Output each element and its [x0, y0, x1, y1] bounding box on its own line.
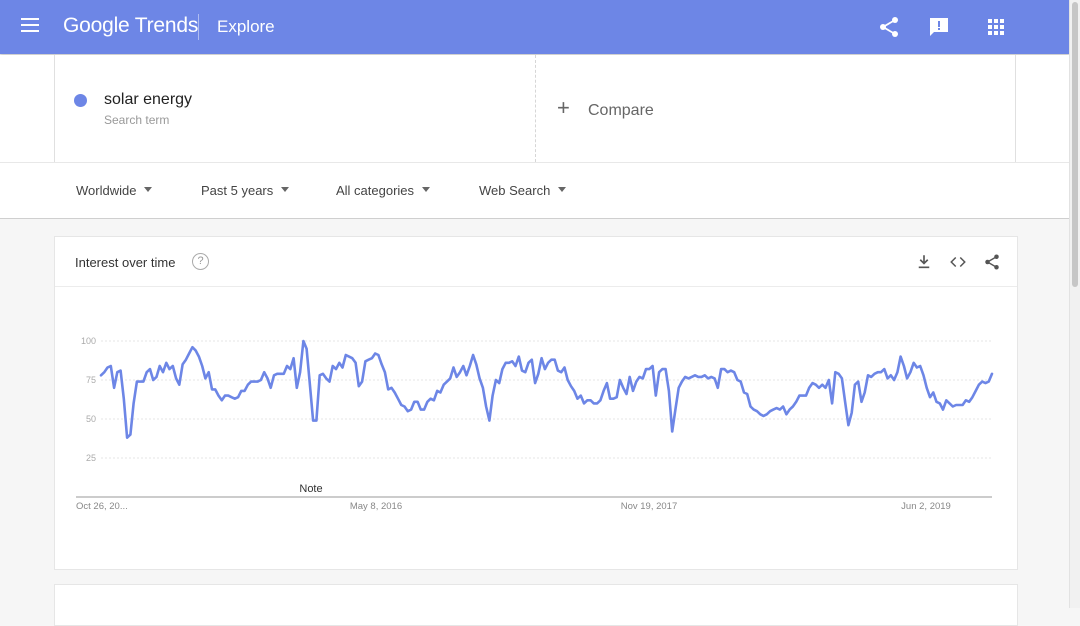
property-label: Web Search [479, 183, 551, 198]
scrollbar-thumb[interactable] [1072, 2, 1078, 287]
page-title: Explore [217, 17, 275, 36]
y-tick-label: 75 [86, 375, 96, 385]
app-logo[interactable]: Google Trends [63, 14, 199, 37]
term-color-dot [74, 94, 87, 107]
compare-label: Compare [588, 102, 654, 119]
search-terms-row: solar energy Search term + Compare [0, 55, 1070, 162]
menu-icon[interactable] [21, 18, 39, 36]
period-label: Past 5 years [201, 183, 274, 198]
chevron-down-icon [281, 187, 290, 193]
search-term-name[interactable]: solar energy [104, 91, 193, 108]
interest-line-chart[interactable]: 25 50 75 100 Oct 26, 20... May 8, 2016 Nov 19,… [55, 237, 1017, 569]
interest-by-region-card [54, 584, 1018, 626]
region-dropdown[interactable]: Worldwide [76, 183, 153, 198]
filter-bar: Worldwide Past 5 years All categories We… [0, 162, 1070, 219]
chart-note-label[interactable]: Note [299, 483, 322, 495]
page-scrollbar[interactable] [1069, 0, 1080, 608]
chevron-down-icon [144, 187, 153, 193]
y-tick-label: 25 [86, 453, 96, 463]
header-divider [198, 14, 199, 40]
apps-icon[interactable] [984, 15, 1008, 39]
category-label: All categories [336, 183, 415, 198]
property-dropdown[interactable]: Web Search [479, 183, 567, 198]
x-tick-label: Jun 2, 2019 [901, 501, 951, 512]
help-icon[interactable]: ? [192, 253, 209, 270]
x-tick-label: Oct 26, 20... [76, 501, 128, 512]
share-icon[interactable] [877, 15, 901, 39]
search-term-type: Search term [104, 113, 170, 127]
search-term-card[interactable]: solar energy Search term [54, 55, 536, 162]
feedback-icon[interactable] [927, 15, 951, 39]
card-title: Interest over time [75, 255, 176, 270]
interest-over-time-card: Interest over time ? 25 50 75 100 Oct 26, 20… [54, 236, 1018, 570]
compare-button[interactable]: + Compare [535, 55, 1016, 162]
plus-icon: + [557, 95, 570, 120]
download-icon[interactable] [915, 253, 933, 271]
top-app-bar: Google Trends Explore [0, 0, 1070, 54]
chevron-down-icon [422, 187, 431, 193]
chevron-down-icon [558, 187, 567, 193]
region-label: Worldwide [76, 183, 137, 198]
series-line-solar-energy[interactable] [99, 339, 994, 439]
x-tick-label: May 8, 2016 [350, 501, 402, 512]
category-dropdown[interactable]: All categories [336, 183, 431, 198]
y-tick-label: 50 [86, 414, 96, 424]
card-divider [55, 286, 1017, 287]
x-tick-label: Nov 19, 2017 [621, 501, 678, 512]
period-dropdown[interactable]: Past 5 years [201, 183, 290, 198]
y-tick-label: 100 [81, 336, 96, 346]
embed-icon[interactable] [949, 253, 967, 271]
share-icon[interactable] [983, 253, 1001, 271]
